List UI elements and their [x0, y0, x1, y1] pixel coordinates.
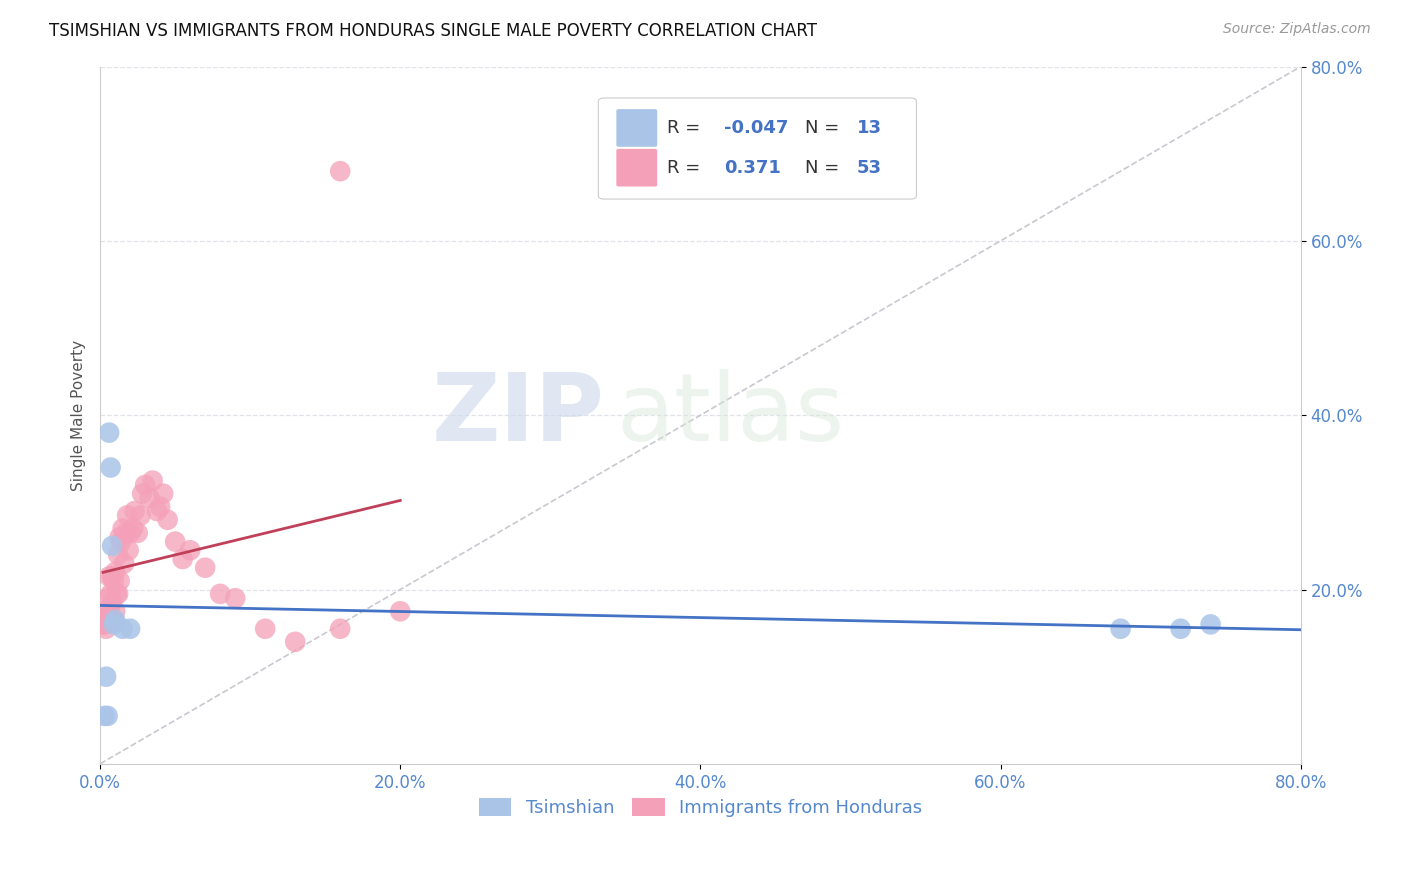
Point	[284, 635, 307, 649]
Point	[107, 587, 129, 601]
Point	[117, 543, 139, 558]
Point	[131, 486, 153, 500]
Point	[134, 478, 156, 492]
Point	[1199, 617, 1222, 632]
Point	[100, 613, 122, 627]
Point	[101, 569, 124, 583]
Point	[209, 587, 232, 601]
Point	[94, 608, 117, 623]
Point	[329, 164, 352, 178]
Point	[101, 596, 124, 610]
Point	[93, 604, 115, 618]
Text: Source: ZipAtlas.com: Source: ZipAtlas.com	[1223, 22, 1371, 37]
Text: 13: 13	[856, 119, 882, 137]
Text: ZIP: ZIP	[432, 369, 605, 461]
Point	[94, 622, 117, 636]
Point	[100, 587, 122, 601]
Point	[179, 543, 201, 558]
Text: -0.047: -0.047	[724, 119, 789, 137]
Point	[107, 548, 129, 562]
Point	[101, 539, 124, 553]
Point	[254, 622, 277, 636]
Point	[156, 513, 179, 527]
Point	[165, 534, 187, 549]
Point	[98, 604, 121, 618]
Point	[103, 574, 125, 588]
Point	[103, 613, 125, 627]
Point	[127, 525, 149, 540]
Point	[93, 617, 115, 632]
Point	[120, 525, 142, 540]
Point	[129, 508, 152, 523]
Point	[146, 504, 169, 518]
Point	[172, 552, 194, 566]
Point	[115, 508, 138, 523]
Text: N =: N =	[804, 119, 845, 137]
Point	[224, 591, 246, 606]
Point	[94, 670, 117, 684]
Point	[101, 613, 124, 627]
Text: R =: R =	[666, 159, 706, 177]
Y-axis label: Single Male Poverty: Single Male Poverty	[72, 340, 86, 491]
Point	[122, 522, 145, 536]
Point	[111, 522, 134, 536]
Point	[103, 617, 125, 632]
Point	[108, 530, 131, 544]
Legend: Tsimshian, Immigrants from Honduras: Tsimshian, Immigrants from Honduras	[471, 790, 929, 824]
Point	[1170, 622, 1192, 636]
Point	[149, 500, 172, 514]
FancyBboxPatch shape	[616, 149, 657, 186]
Text: 53: 53	[856, 159, 882, 177]
Point	[100, 460, 122, 475]
Point	[98, 569, 121, 583]
Point	[93, 709, 115, 723]
Point	[97, 709, 120, 723]
Point	[104, 613, 127, 627]
Point	[124, 504, 146, 518]
Point	[111, 622, 134, 636]
Text: N =: N =	[804, 159, 845, 177]
Point	[1109, 622, 1132, 636]
Point	[120, 622, 142, 636]
Point	[105, 587, 128, 601]
Point	[110, 534, 132, 549]
Point	[142, 474, 165, 488]
Point	[104, 565, 127, 579]
Point	[104, 604, 127, 618]
Point	[97, 591, 120, 606]
Point	[108, 574, 131, 588]
Point	[389, 604, 412, 618]
Point	[138, 491, 160, 505]
Text: atlas: atlas	[616, 369, 845, 461]
Point	[152, 486, 174, 500]
Point	[329, 622, 352, 636]
Point	[97, 613, 120, 627]
Text: 0.371: 0.371	[724, 159, 782, 177]
Point	[98, 425, 121, 440]
Text: R =: R =	[666, 119, 706, 137]
FancyBboxPatch shape	[599, 98, 917, 199]
Point	[112, 557, 135, 571]
Point	[194, 560, 217, 574]
FancyBboxPatch shape	[616, 109, 657, 147]
Text: TSIMSHIAN VS IMMIGRANTS FROM HONDURAS SINGLE MALE POVERTY CORRELATION CHART: TSIMSHIAN VS IMMIGRANTS FROM HONDURAS SI…	[49, 22, 817, 40]
Point	[91, 617, 114, 632]
Point	[114, 525, 136, 540]
